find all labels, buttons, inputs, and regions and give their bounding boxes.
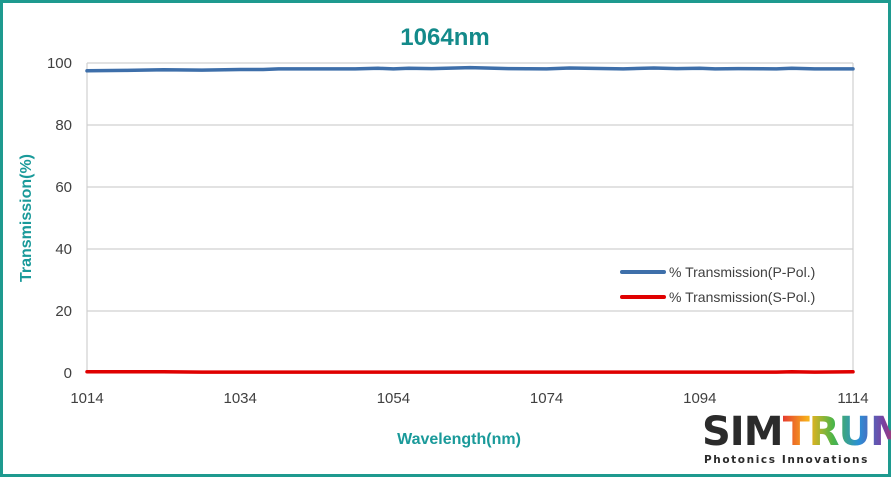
y-tick-labels: 0 20 40 60 80 100 [47,55,72,382]
y-tick-label: 80 [55,117,72,134]
chart-title: 1064nm [400,24,489,51]
y-tick-label: 20 [55,303,72,320]
gridlines [86,62,854,374]
x-tick-label: 1114 [837,390,868,407]
x-tick-label: 1054 [377,390,410,407]
legend-label-s-pol: % Transmission(S-Pol.) [669,289,815,305]
legend-label-p-pol: % Transmission(P-Pol.) [669,264,815,280]
series-lines [85,65,855,374]
x-axis-title: Wavelength(nm) [397,431,521,448]
legend: % Transmission(P-Pol.) % Transmission(S-… [620,264,815,305]
y-axis-title: Transmission(%) [18,154,35,282]
y-tick-label: 100 [47,55,72,72]
x-tick-label: 1074 [530,390,563,407]
y-tick-label: 40 [55,241,72,258]
y-tick-label: 0 [64,365,72,382]
logo-tagline: Photonics Innovations [704,454,869,466]
x-tick-label: 1014 [70,390,103,407]
x-tick-labels: 1014 1034 1054 1074 1094 1114 [70,390,868,407]
y-tick-label: 60 [55,179,72,196]
x-tick-label: 1034 [224,390,257,407]
logo-wordmark: SIMTRUM [702,408,891,456]
series-line-p-pol [85,65,855,73]
x-tick-label: 1094 [683,390,716,407]
simtrum-logo: SIMTRUM Photonics Innovations [698,408,891,474]
